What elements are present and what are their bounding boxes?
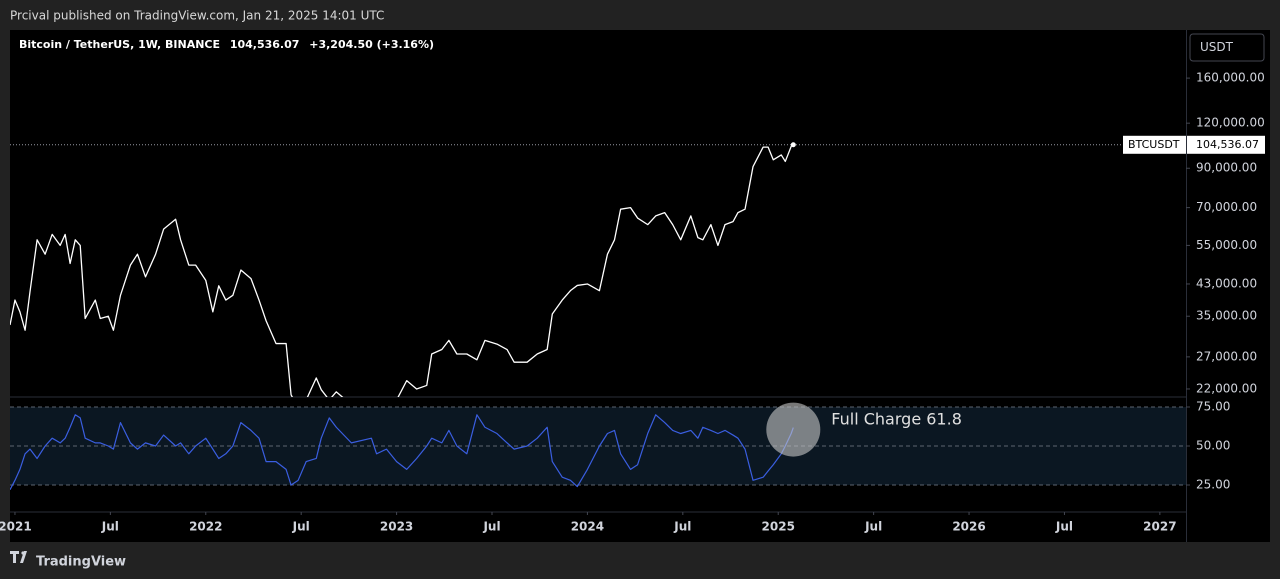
price-tag-name: BTCUSDT: [1128, 138, 1180, 151]
price-tag-value-box: [1187, 135, 1265, 154]
x-tick-label: 2027: [1143, 520, 1176, 534]
logo: [10, 551, 27, 563]
y-tick-label: 22,000.00: [1196, 381, 1257, 395]
annotation: Full Charge 61.8: [831, 410, 962, 429]
y-tick-label: 160,000.00: [1196, 71, 1265, 85]
y-tick-label: 55,000.00: [1196, 238, 1257, 252]
y-tick-label: 43,000.00: [1196, 276, 1257, 290]
y-tick-label: 35,000.00: [1196, 309, 1257, 323]
y-tick-label: 90,000.00: [1196, 161, 1257, 175]
y-tick-label: 70,000.00: [1196, 200, 1257, 214]
y-tick-label: 50.00: [1196, 438, 1230, 452]
y-tick-label: 75.00: [1196, 399, 1230, 413]
published-header: Prcival published on TradingView.com, Ja…: [10, 9, 384, 23]
logo-icon: [10, 551, 27, 563]
x-tick-label: Jul: [673, 520, 691, 534]
x-tick-label: Jul: [864, 520, 882, 534]
x-tick-label: Jul: [482, 520, 500, 534]
x-tick-label: 2025: [762, 520, 795, 534]
brand: TradingView: [36, 555, 126, 570]
currency-button[interactable]: [1189, 33, 1265, 62]
price-tag-value: 104,536.07: [1196, 138, 1259, 151]
pane: [10, 406, 1186, 490]
symbol-title: Bitcoin / TetherUS, 1W, BINANCE: [19, 38, 220, 51]
last-point: [790, 142, 796, 148]
pane: [10, 144, 794, 397]
x-tick-label: 2026: [952, 520, 985, 534]
logo-dot: [21, 551, 25, 555]
y-tick-label: 25.00: [1196, 478, 1230, 492]
x-tick-label: 2022: [189, 520, 222, 534]
series-line: [10, 144, 794, 397]
highlight-circle: [766, 402, 821, 457]
symbol-last-price: 104,536.07: [230, 38, 300, 51]
currency-label[interactable]: USDT: [1200, 40, 1234, 54]
price-tag-name-box: [1123, 135, 1186, 154]
symbol-line: Bitcoin / TetherUS, 1W, BINANCE 104,536.…: [19, 38, 434, 52]
price-scale-background: [1187, 30, 1270, 542]
y-tick-label: 27,000.00: [1196, 349, 1257, 363]
x-tick-label: Jul: [101, 520, 119, 534]
x-tick-label: 2023: [380, 520, 413, 534]
x-tick-label: 2021: [0, 520, 32, 534]
symbol-change: +3,204.50 (+3.16%): [309, 38, 434, 51]
x-tick-label: Jul: [292, 520, 310, 534]
y-tick-label: 120,000.00: [1196, 116, 1265, 130]
x-tick-label: Jul: [1055, 520, 1073, 534]
series-line: [10, 414, 794, 490]
x-tick-label: 2024: [571, 520, 604, 534]
